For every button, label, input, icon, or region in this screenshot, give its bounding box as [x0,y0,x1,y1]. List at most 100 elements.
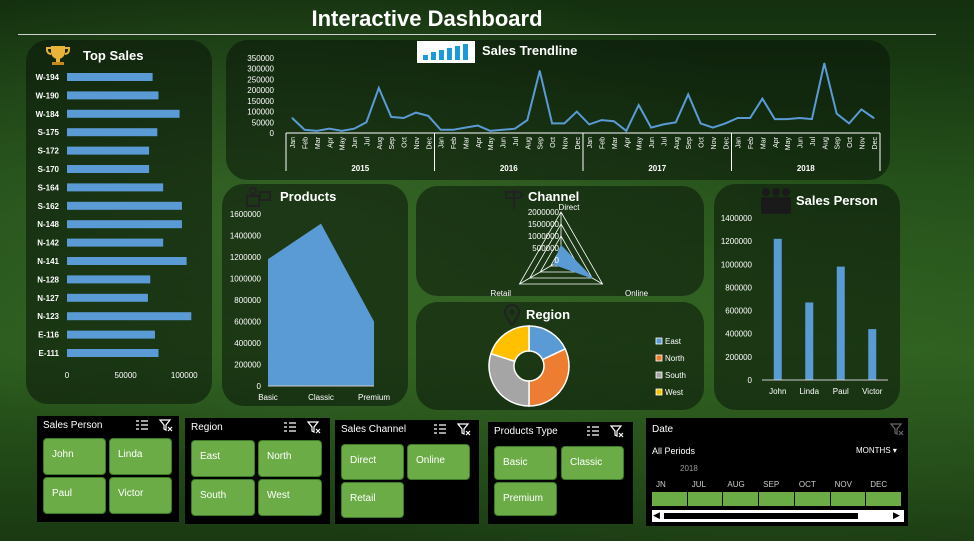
trendline-month-label: Sep [538,137,545,150]
trendline-point [551,122,553,125]
sales-person-chart: 0 200000 400000 600000 800000 1000000 1200000 1… [721,214,888,396]
timeline-scrollbar[interactable]: ◀ ▶ [652,510,904,522]
scroll-left-arrow[interactable]: ◀ [653,510,660,520]
slicer-sales-channel: Sales Channel Direct Online Retail [335,420,479,524]
slicer-btn-classic[interactable]: Classic [561,446,624,480]
region-legend-swatch [655,354,663,362]
trendline-month-label: Dec [575,137,582,150]
trendline-point [303,128,306,131]
products-ytick: 1600000 [230,210,262,219]
trendline-month-label: Nov [859,137,866,150]
trendline-point [563,122,566,125]
slicer-btn-premium[interactable]: Premium [494,482,557,516]
trendline-point [514,127,516,130]
timeline-month-cell[interactable] [866,492,901,506]
trendline-month-label: Mar [612,136,619,149]
slicer-btn-south[interactable]: South [191,479,255,516]
products-category-label: Premium [358,393,390,402]
chevron-down-icon: ▾ [892,446,897,455]
clear-filter-icon[interactable] [307,420,321,434]
slicer-btn-linda[interactable]: Linda [109,438,172,475]
top-sales-bar [67,220,182,229]
slicer-btn-retail[interactable]: Retail [341,482,404,518]
trendline-point [353,127,355,130]
slicer-btn-john[interactable]: John [43,438,106,475]
top-sales-category-label: W-194 [36,73,60,82]
timeline-month-cell[interactable] [759,492,794,506]
trendline-point [464,126,467,129]
scroll-thumb[interactable] [664,513,858,519]
timeline-month-cell[interactable] [687,492,723,506]
trendline-month-label: Mar [760,136,767,149]
timeline-month-cell[interactable] [830,492,866,506]
trendline-point [675,121,677,124]
region-title: Region [526,307,571,322]
clear-filter-icon[interactable] [890,422,904,436]
timeline-month-cell[interactable] [652,492,687,506]
multi-select-icon[interactable] [586,424,600,438]
trendline-month-label: Apr [624,136,631,148]
trendline-point [873,117,875,119]
slicer-btn-direct[interactable]: Direct [341,444,404,480]
trendline-point [687,93,689,96]
timeline-months: JN JUL AUG SEP OCT NOV DEC [652,480,902,508]
slicer-btn-west[interactable]: West [258,479,322,516]
trendline-point [576,110,578,113]
channel-axis-label: Direct [559,203,581,212]
top-sales-bar [67,312,192,321]
slicer-region: Region East North South West [185,418,330,524]
trendline-month-label: Jun [798,137,805,148]
channel-radar-tick: 2000000 [528,208,560,217]
date-title: Date [652,424,674,435]
trendline-point [650,126,652,129]
timeline-month-cell[interactable] [794,492,830,506]
trendline-point [365,121,368,124]
top-sales-category-label: E-111 [39,349,60,358]
timeline-month-label: JN [656,480,666,489]
channel-radar-tick: 0 [555,256,560,265]
products-chart: 0 200000 400000 600000 800000 1000000 1200000 1… [230,210,390,402]
slicer-btn-victor[interactable]: Victor [109,477,172,514]
trendline-month-label: Oct [847,137,854,148]
region-donut-slice [488,352,530,407]
clear-filter-icon[interactable] [610,424,624,438]
trendline-point [526,119,529,121]
trendline-point [501,128,504,131]
multi-select-icon[interactable] [283,420,297,434]
sales-person-ytick: 1200000 [721,237,753,246]
top-sales-bar [67,349,159,357]
timeline-year: 2018 [680,464,698,473]
trendline-month-label: Dec [723,137,730,150]
trendline-month-label: Jan [290,137,297,148]
sales-person-ytick: 400000 [725,330,752,339]
trendline-ytick: 250000 [247,75,274,84]
scroll-right-arrow[interactable]: ▶ [893,510,900,520]
sales-person-bar [805,302,814,380]
top-sales-bar [67,183,164,192]
trendline-point [712,126,714,129]
trendline-point [625,130,628,132]
trendline-point [860,108,863,111]
slicer-btn-online[interactable]: Online [407,444,470,480]
slicer-btn-basic[interactable]: Basic [494,446,557,480]
clear-filter-icon[interactable] [159,418,173,432]
sales-person-ytick: 1000000 [721,260,753,269]
clear-filter-icon[interactable] [457,422,471,436]
trendline-ytick: 150000 [247,97,274,106]
channel-radar-ring [529,223,593,279]
channel-title: Channel [528,189,580,204]
multi-select-icon[interactable] [135,418,149,432]
sales-person-category-label: John [769,387,786,396]
multi-select-icon[interactable] [433,422,447,436]
time-unit-dropdown[interactable]: MONTHS ▾ [856,446,897,455]
slicer-btn-paul[interactable]: Paul [43,477,106,514]
channel-radar-tick: 1500000 [528,220,560,229]
slicer-btn-north[interactable]: North [258,440,322,477]
trendline-point [749,117,751,119]
timeline-month-cell[interactable] [723,492,759,506]
sales-person-category-label: Linda [799,387,819,396]
trendline-month-label: Jul [364,137,371,146]
date-timeline: Date All Periods MONTHS ▾ 2018 JN JUL AUG S… [646,418,908,526]
trendline-ytick: 350000 [247,54,274,63]
slicer-btn-east[interactable]: East [191,440,255,477]
